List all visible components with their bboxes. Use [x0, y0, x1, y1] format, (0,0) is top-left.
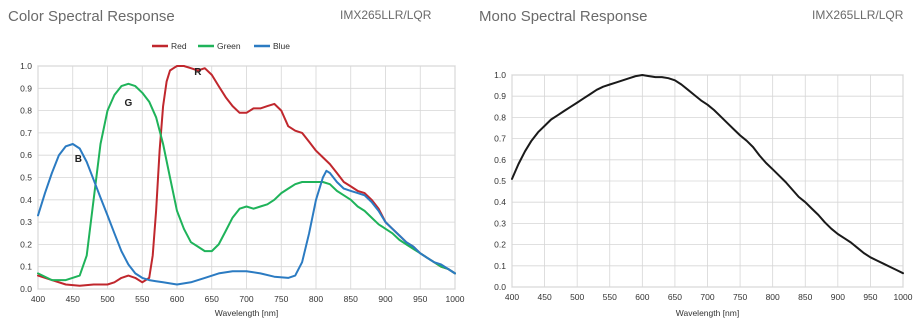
color-x-tick-label: 600 [170, 294, 184, 304]
color-x-tick-label: 650 [205, 294, 219, 304]
mono-x-tick-label: 900 [831, 292, 845, 302]
mono-x-tick-label: 400 [505, 292, 519, 302]
legend-label-green: Green [217, 41, 241, 51]
color-x-tick-label: 550 [135, 294, 149, 304]
mono-x-tick-label: 650 [668, 292, 682, 302]
color-chart: 400 450 500 550 600 650 700 750 800 850 900 950 1000… [20, 41, 465, 318]
color-y-tick-label: 0.0 [20, 284, 32, 294]
mono-y-tick-label: 1.0 [494, 70, 506, 80]
color-annotation-b: B [75, 154, 82, 165]
color-x-tick-label: 850 [344, 294, 358, 304]
color-green-series-line [37, 82, 456, 282]
color-annotation-r: R [194, 67, 202, 78]
color-x-axis-label: Wavelength [nm] [215, 308, 278, 318]
color-x-tick-label: 400 [31, 294, 45, 304]
color-y-tick-label: 0.9 [20, 83, 32, 93]
mono-x-axis-label: Wavelength [nm] [676, 308, 739, 318]
legend-label-red: Red [171, 41, 187, 51]
mono-response-series-line [511, 74, 904, 275]
color-x-tick-label: 450 [66, 294, 80, 304]
mono-x-tick-label: 550 [603, 292, 617, 302]
color-y-tick-label: 0.7 [20, 128, 32, 138]
color-x-tick-label: 950 [413, 294, 427, 304]
mono-y-tick-label: 0.0 [494, 282, 506, 292]
mono-y-tick-label: 0.7 [494, 134, 506, 144]
mono-y-tick-label: 0.5 [494, 176, 506, 186]
legend-label-blue: Blue [273, 41, 290, 51]
color-y-tick-label: 0.6 [20, 150, 32, 160]
mono-y-tick-label: 0.3 [494, 218, 506, 228]
mono-y-tick-label: 0.8 [494, 112, 506, 122]
color-y-tick-label: 0.2 [20, 239, 32, 249]
mono-x-tick-label: 850 [798, 292, 812, 302]
color-y-tick-label: 0.3 [20, 217, 32, 227]
color-x-tick-label: 900 [378, 294, 392, 304]
color-legend: Red Green Blue [152, 41, 290, 51]
mono-x-tick-label: 500 [570, 292, 584, 302]
color-x-tick-label: 750 [274, 294, 288, 304]
color-blue-series-line [37, 143, 456, 286]
color-y-tick-label: 1.0 [20, 61, 32, 71]
left-chart-title: Color Spectral Response [8, 8, 175, 25]
mono-y-tick-label: 0.1 [494, 261, 506, 271]
color-x-tick-label: 700 [239, 294, 253, 304]
right-sensor-model: IMX265LLR/LQR [812, 8, 904, 22]
mono-x-tick-label: 600 [635, 292, 649, 302]
color-x-tick-label: 500 [100, 294, 114, 304]
color-x-tick-label: 1000 [446, 294, 465, 304]
mono-x-tick-label: 700 [700, 292, 714, 302]
mono-y-tick-label: 0.6 [494, 155, 506, 165]
mono-x-tick-label: 1000 [894, 292, 913, 302]
mono-chart: 400 450 500 550 600 650 700 750 800 850 900 950 1000… [494, 70, 913, 318]
mono-x-tick-label: 450 [537, 292, 551, 302]
mono-x-tick-label: 950 [863, 292, 877, 302]
color-y-tick-label: 0.1 [20, 262, 32, 272]
left-sensor-model: IMX265LLR/LQR [340, 8, 432, 22]
mono-y-tick-label: 0.9 [494, 91, 506, 101]
mono-x-tick-label: 800 [766, 292, 780, 302]
mono-y-tick-label: 0.4 [494, 197, 506, 207]
color-x-tick-label: 800 [309, 294, 323, 304]
mono-y-tick-label: 0.2 [494, 240, 506, 250]
color-y-tick-label: 0.8 [20, 106, 32, 116]
right-chart-title: Mono Spectral Response [479, 8, 648, 25]
color-y-tick-label: 0.4 [20, 195, 32, 205]
mono-x-tick-label: 750 [733, 292, 747, 302]
color-annotation-g: G [124, 98, 132, 109]
color-y-tick-label: 0.5 [20, 173, 32, 183]
